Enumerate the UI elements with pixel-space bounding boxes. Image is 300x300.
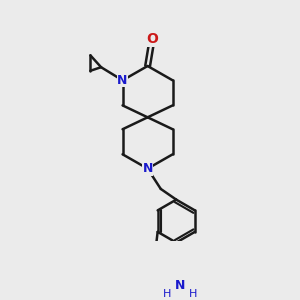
Text: H: H xyxy=(163,289,171,299)
Text: O: O xyxy=(146,32,158,46)
Text: N: N xyxy=(175,279,185,292)
Text: N: N xyxy=(142,162,153,175)
Text: N: N xyxy=(117,74,128,87)
Text: H: H xyxy=(189,289,198,299)
